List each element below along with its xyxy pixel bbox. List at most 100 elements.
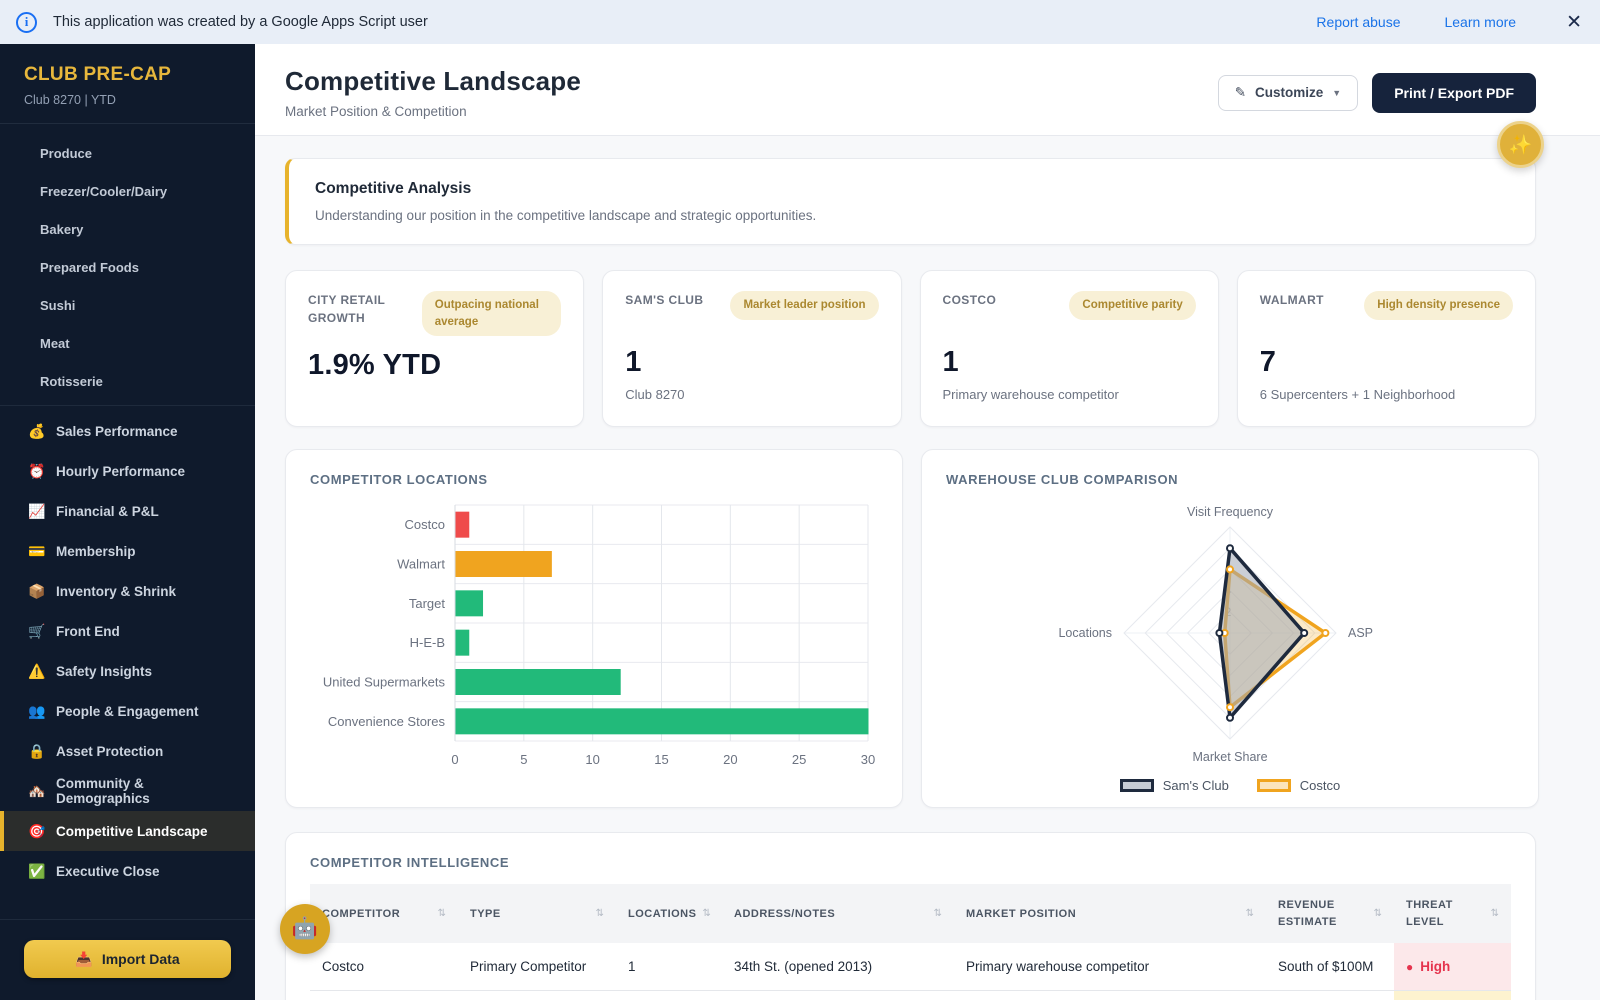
sidebar-item-bakery[interactable]: Bakery bbox=[40, 221, 84, 237]
check-icon: ✅ bbox=[28, 862, 46, 879]
column-header-competitor[interactable]: COMPETITOR ⇅ bbox=[310, 884, 458, 943]
table-title: COMPETITOR INTELLIGENCE bbox=[310, 855, 510, 871]
svg-text:0: 0 bbox=[451, 752, 458, 767]
sparkle-fab[interactable]: ✨ bbox=[1497, 121, 1544, 168]
competitor-intelligence-card: COMPETITOR INTELLIGENCE COMPETITOR ⇅ TYPE ⇅… bbox=[285, 832, 1536, 1000]
stat-card-city-retail-growth: CITY RETAIL GROWTH Outpacing national ave… bbox=[285, 270, 585, 428]
stat-value: 7 bbox=[1259, 346, 1277, 378]
sidebar-item-people-engagement[interactable]: 👥 People & Engagement bbox=[0, 691, 255, 731]
svg-text:Market Share: Market Share bbox=[1192, 750, 1267, 764]
sidebar-item-community-demographics[interactable]: 🏘️ Community & Demographics bbox=[0, 771, 255, 811]
apps-script-banner: i This application was created by a Goog… bbox=[0, 0, 1600, 44]
column-label: THREAT LEVEL bbox=[1406, 899, 1453, 928]
learn-more-link[interactable]: Learn more bbox=[1444, 14, 1517, 30]
stat-sub: Club 8270 bbox=[625, 387, 685, 402]
stat-card-costco: COSTCO Competitive parity 1 Primary warehou… bbox=[919, 270, 1219, 428]
sidebar-item-prepared-foods[interactable]: Prepared Foods bbox=[40, 259, 139, 275]
legend-label: Costco bbox=[1299, 778, 1341, 794]
cell-revenue-estimate: South of $100M bbox=[1278, 959, 1374, 975]
pencil-icon: ✎ bbox=[1234, 84, 1247, 100]
chart-card-competitor-locations: COMPETITOR LOCATIONS 0 5 10 15 20 25 30 Costco W… bbox=[285, 449, 903, 809]
threat-dot-icon: ● bbox=[1406, 959, 1414, 974]
close-icon[interactable]: ✕ bbox=[1566, 11, 1582, 33]
column-header-revenue-estimate[interactable]: REVENUE ESTIMATE ⇅ bbox=[1266, 884, 1394, 943]
sidebar-item-label: Front End bbox=[56, 623, 120, 639]
divider bbox=[0, 405, 255, 406]
stat-label: COSTCO bbox=[942, 293, 997, 307]
competitive-analysis-callout: Competitive Analysis Understanding our p… bbox=[285, 158, 1536, 245]
houses-icon: 🏘️ bbox=[28, 782, 46, 799]
page-header: Competitive Landscape Market Position & … bbox=[255, 44, 1600, 136]
stat-badge: High density presence bbox=[1364, 291, 1513, 320]
sidebar-item-label: Membership bbox=[56, 543, 136, 559]
sidebar-item-asset-protection[interactable]: 🔒 Asset Protection bbox=[0, 731, 255, 771]
sidebar-item-label: Sales Performance bbox=[56, 423, 178, 439]
svg-text:H-E-B: H-E-B bbox=[410, 636, 445, 651]
column-header-market-position[interactable]: MARKET POSITION ⇅ bbox=[954, 884, 1266, 943]
chart-title: WAREHOUSE CLUB COMPARISON bbox=[946, 472, 1179, 488]
robot-icon: 🤖 bbox=[291, 917, 319, 940]
info-icon: i bbox=[16, 11, 37, 33]
sidebar-item-sushi[interactable]: Sushi bbox=[40, 297, 76, 313]
column-header-locations[interactable]: LOCATIONS ⇅ bbox=[616, 884, 722, 943]
chevron-down-icon: ▼ bbox=[1332, 87, 1342, 98]
stat-value: 1 bbox=[625, 346, 642, 378]
legend-swatch bbox=[1256, 779, 1291, 793]
sidebar-item-label: Safety Insights bbox=[56, 663, 153, 679]
robot-assistant-fab[interactable]: 🤖 bbox=[280, 904, 330, 954]
report-abuse-link[interactable]: Report abuse bbox=[1316, 14, 1401, 30]
legend-label: Sam's Club bbox=[1162, 778, 1229, 794]
chart-increasing-icon: 📈 bbox=[28, 502, 46, 519]
sort-icon: ⇅ bbox=[437, 908, 446, 920]
sidebar-item-meat[interactable]: Meat bbox=[40, 335, 70, 351]
sidebar-item-sales-performance[interactable]: 💰 Sales Performance bbox=[0, 411, 255, 451]
svg-text:United Supermarkets: United Supermarkets bbox=[323, 675, 446, 690]
sidebar-item-rotisserie[interactable]: Rotisserie bbox=[40, 373, 103, 389]
credit-card-icon: 💳 bbox=[28, 542, 46, 559]
sidebar-item-executive-close[interactable]: ✅ Executive Close bbox=[0, 851, 255, 891]
stat-value: 1.9% YTD bbox=[308, 349, 442, 382]
sidebar-item-front-end[interactable]: 🛒 Front End bbox=[0, 611, 255, 651]
stat-sub bbox=[308, 390, 561, 406]
svg-text:25: 25 bbox=[792, 752, 806, 767]
sort-icon: ⇅ bbox=[933, 908, 942, 920]
sort-icon: ⇅ bbox=[1373, 908, 1382, 920]
callout-title: Competitive Analysis bbox=[315, 180, 472, 197]
svg-text:5: 5 bbox=[520, 752, 527, 767]
column-header-address-notes[interactable]: ADDRESS/NOTES ⇅ bbox=[722, 884, 954, 943]
sidebar-item-label: Executive Close bbox=[56, 863, 160, 879]
sidebar-item-label: Competitive Landscape bbox=[56, 823, 208, 839]
table-row: Costco Primary Competitor 1 34th St. (opene… bbox=[310, 943, 1511, 992]
sidebar-item-label: Hourly Performance bbox=[56, 463, 186, 479]
customize-button[interactable]: ✎ Customize ▼ bbox=[1217, 74, 1359, 111]
threat-label: High bbox=[1420, 959, 1451, 975]
stat-sub: 6 Supercenters + 1 Neighborhood bbox=[1259, 387, 1456, 402]
warning-icon: ⚠️ bbox=[28, 662, 46, 679]
sidebar-item-label: Financial & P&L bbox=[56, 503, 159, 519]
sidebar-nav: Produce Freezer/Cooler/Dairy Bakery Prepare… bbox=[0, 124, 255, 919]
import-data-button[interactable]: 📥 Import Data bbox=[24, 940, 231, 978]
sidebar-item-membership[interactable]: 💳 Membership bbox=[0, 531, 255, 571]
table-header-row: COMPETITOR ⇅ TYPE ⇅ LOCATIONS ⇅ ADDRESS/NOTES ⇅… bbox=[310, 884, 1511, 944]
column-header-type[interactable]: TYPE ⇅ bbox=[458, 884, 616, 943]
sidebar-item-produce[interactable]: Produce bbox=[40, 145, 93, 161]
column-label: LOCATIONS bbox=[628, 907, 697, 920]
print-export-button[interactable]: Print / Export PDF bbox=[1372, 72, 1536, 113]
sidebar-item-label: Asset Protection bbox=[56, 743, 164, 759]
table-row-partial bbox=[310, 991, 1511, 1000]
sparkles-icon: ✨ bbox=[1508, 134, 1533, 156]
bar-chart: 0 5 10 15 20 25 30 Costco Walmart Target H-E-B Unit… bbox=[310, 501, 878, 778]
column-label: COMPETITOR bbox=[322, 907, 401, 920]
sidebar-item-freezer-cooler-dairy[interactable]: Freezer/Cooler/Dairy bbox=[40, 183, 168, 199]
sidebar-item-hourly-performance[interactable]: ⏰ Hourly Performance bbox=[0, 451, 255, 491]
sidebar-item-financial-p-l[interactable]: 📈 Financial & P&L bbox=[0, 491, 255, 531]
sidebar-item-inventory-shrink[interactable]: 📦 Inventory & Shrink bbox=[0, 571, 255, 611]
column-header-threat-level[interactable]: THREAT LEVEL ⇅ bbox=[1394, 884, 1511, 943]
sidebar-item-label: Inventory & Shrink bbox=[56, 583, 177, 599]
svg-text:Visit Frequency: Visit Frequency bbox=[1187, 505, 1274, 519]
legend-swatch bbox=[1119, 779, 1154, 793]
sidebar-item-competitive-landscape[interactable]: 🎯 Competitive Landscape bbox=[0, 811, 255, 851]
sidebar-item-safety-insights[interactable]: ⚠️ Safety Insights bbox=[0, 651, 255, 691]
legend-item-costco: Costco bbox=[1256, 778, 1341, 794]
svg-text:30: 30 bbox=[861, 752, 875, 767]
